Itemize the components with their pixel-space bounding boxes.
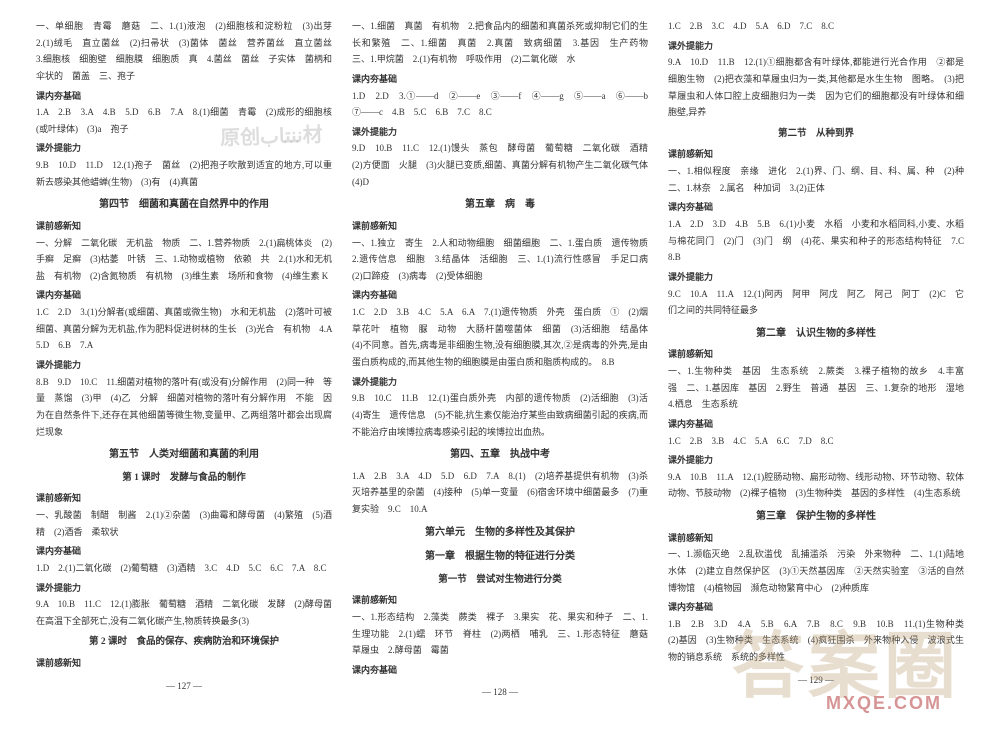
- section-label: 课前感新知: [668, 146, 964, 163]
- section-label: 课前感新知: [352, 218, 648, 235]
- body-text: 8.B 9.D 10.C 11.细菌对植物的落叶有(或没有)分解作用 (2)同一…: [36, 374, 332, 441]
- section-label: 课内夯基础: [668, 416, 964, 433]
- body-text: 9.B 10.C 11.B 12.(1)蛋白质外壳 内部的遗传物质 (2)活细胞…: [352, 390, 648, 440]
- section-label: 课外提能力: [36, 357, 332, 374]
- section-label: 课内夯基础: [668, 599, 964, 616]
- sub-title: 第一节 尝试对生物进行分类: [352, 572, 648, 590]
- section-label: 课外提能力: [352, 124, 648, 141]
- section-title: 第五节 人类对细菌和真菌的利用: [36, 446, 332, 465]
- body-text: 9.A 10.B 11.A 12.(1)腔肠动物、扁形动物、线形动物、环节动物、…: [668, 469, 964, 502]
- body-text: 9.D 10.B 11.C 12.(1)馒头 蒸包 酵母菌 葡萄糖 二氧化碳 酒…: [352, 140, 648, 190]
- body-text: 9.B 10.D 11.D 12.(1)孢子 菌丝 (2)把孢子吹散到适宜的地方…: [36, 157, 332, 190]
- section-label: 课外提能力: [36, 140, 332, 157]
- body-text: 9.A 10.B 11.C 12.(1)膨胀 葡萄糖 酒精 二氧化碳 发酵 (2…: [36, 596, 332, 629]
- body-text: 1.D 2.D 3.①——d ②——e ③——f ④——g ⑤——a ⑥——b …: [352, 88, 648, 121]
- body-text: 1.C 2.D 3.B 4.C 5.A 6.A 7.(1)遗传物质 外壳 蛋白质…: [352, 304, 648, 371]
- body-text: 1.C 2.D 3.(1)分解者(或细菌、真菌或微生物) 水和无机盐 (2)落叶…: [36, 304, 332, 354]
- section-label: 课前感新知: [36, 490, 332, 507]
- section-title: 第四、五章 执战中考: [352, 446, 648, 465]
- body-text: 1.C 2.B 3.B 4.C 5.A 6.C 7.D 8.C: [668, 433, 964, 450]
- section-label: 课外提能力: [668, 38, 964, 55]
- page-number: — 129 —: [668, 672, 964, 689]
- body-text: 一、1.形态结构 2.藻类 蕨类 裸子 3.果实 花、果实和种子 二、1.生理功…: [352, 609, 648, 659]
- body-text: 一、1.细菌 真菌 有机物 2.把食品内的细菌和真菌杀死或抑制它们的生长和繁殖 …: [352, 18, 648, 68]
- page-number: — 128 —: [352, 684, 648, 701]
- section-title: 第二章 认识生物的多样性: [668, 325, 964, 344]
- section-label: 课外提能力: [668, 452, 964, 469]
- body-text: 1.D 2.(1)二氧化碳 (2)葡萄糖 (3)酒精 3.C 4.D 5.C 6…: [36, 560, 332, 577]
- body-text: 9.A 10.D 11.B 12.(1)①细胞都含有叶绿体,都能进行光合作用 ②…: [668, 54, 964, 121]
- page-wrap: 一、单细胞 青霉 蘑菇 二、1.(1)液泡 (2)细胞核和淀粉粒 (3)出芽 2…: [0, 0, 1000, 742]
- section-label: 课前感新知: [36, 655, 332, 672]
- body-text: 一、1.生物种类 基因 生态系统 2.蕨类 3.裸子植物的故乡 4.丰富 强 二…: [668, 363, 964, 413]
- section-label: 课内夯基础: [36, 287, 332, 304]
- section-label: 课外提能力: [36, 580, 332, 597]
- sub-title: 第 1 课时 发酵与食品的制作: [36, 470, 332, 488]
- section-label: 课外提能力: [352, 374, 648, 391]
- section-label: 课内夯基础: [36, 543, 332, 560]
- section-title: 第三章 保护生物的多样性: [668, 508, 964, 527]
- watermark-url: MXQE.COM: [826, 693, 942, 714]
- section-title: 第五章 病 毒: [352, 196, 648, 215]
- section-title: 第一章 根据生物的特征进行分类: [352, 548, 648, 567]
- sub-title: 第二节 从种到界: [668, 126, 964, 144]
- section-label: 课前感新知: [668, 346, 964, 363]
- body-text: 一、1.濒临灭绝 2.乱砍滥伐 乱捕滥杀 污染 外来物种 二、1.(1)陆地水体…: [668, 546, 964, 596]
- body-text: 1.A 2.B 3.A 4.B 5.D 6.B 7.A 8.(1)细菌 青霉 (…: [36, 104, 332, 137]
- section-label: 课前感新知: [36, 218, 332, 235]
- body-text: 1.A 2.D 3.D 4.B 5.B 6.(1)小麦 水稻 小麦和水稻同科,小…: [668, 216, 964, 266]
- body-text: 一、1.独立 寄生 2.人和动物细胞 细菌细胞 二、1.蛋白质 遗传物质 2.遗…: [352, 235, 648, 285]
- page-number: — 127 —: [36, 678, 332, 695]
- section-label: 课前感新知: [668, 530, 964, 547]
- section-label: 课内夯基础: [36, 88, 332, 105]
- column-right: 1.C 2.B 3.C 4.D 5.A 6.D 7.C 8.C课外提能力9.A …: [658, 18, 974, 730]
- body-text: 1.B 2.B 3.D 4.A 5.B 6.A 7.B 8.C 9.B 10.B…: [668, 616, 964, 666]
- body-text: 9.C 10.A 11.A 12.(1)阿丙 阿甲 阿戊 阿乙 阿己 阿丁 (2…: [668, 286, 964, 319]
- body-text: 一、1.相似程度 亲缘 进化 2.(1)界、门、纲、目、科、属、种 (2)种 二…: [668, 163, 964, 196]
- section-title: 第六单元 生物的多样性及其保护: [352, 524, 648, 543]
- body-text: 1.C 2.B 3.C 4.D 5.A 6.D 7.C 8.C: [668, 18, 964, 35]
- section-label: 课内夯基础: [352, 287, 648, 304]
- body-text: 一、单细胞 青霉 蘑菇 二、1.(1)液泡 (2)细胞核和淀粉粒 (3)出芽 2…: [36, 18, 332, 85]
- body-text: 一、分解 二氧化碳 无机盐 物质 二、1.营养物质 2.(1)扁桃体炎 (2)手…: [36, 235, 332, 285]
- body-text: 1.A 2.B 3.A 4.D 5.D 6.D 7.A 8.(1) (2)培养基…: [352, 468, 648, 518]
- section-label: 课内夯基础: [668, 199, 964, 216]
- sub-title: 第 2 课时 食品的保存、疾病防治和环境保护: [36, 634, 332, 652]
- column-middle: 一、1.细菌 真菌 有机物 2.把食品内的细菌和真菌杀死或抑制它们的生长和繁殖 …: [342, 18, 658, 730]
- column-left: 一、单细胞 青霉 蘑菇 二、1.(1)液泡 (2)细胞核和淀粉粒 (3)出芽 2…: [26, 18, 342, 730]
- body-text: 一、乳酸菌 制醋 制酱 2.(1)②杂菌 (3)曲霉和酵母菌 (4)繁殖 (5)…: [36, 507, 332, 540]
- section-title: 第四节 细菌和真菌在自然界中的作用: [36, 196, 332, 215]
- section-label: 课内夯基础: [352, 71, 648, 88]
- section-label: 课外提能力: [668, 269, 964, 286]
- section-label: 课前感新知: [352, 592, 648, 609]
- section-label: 课内夯基础: [352, 662, 648, 679]
